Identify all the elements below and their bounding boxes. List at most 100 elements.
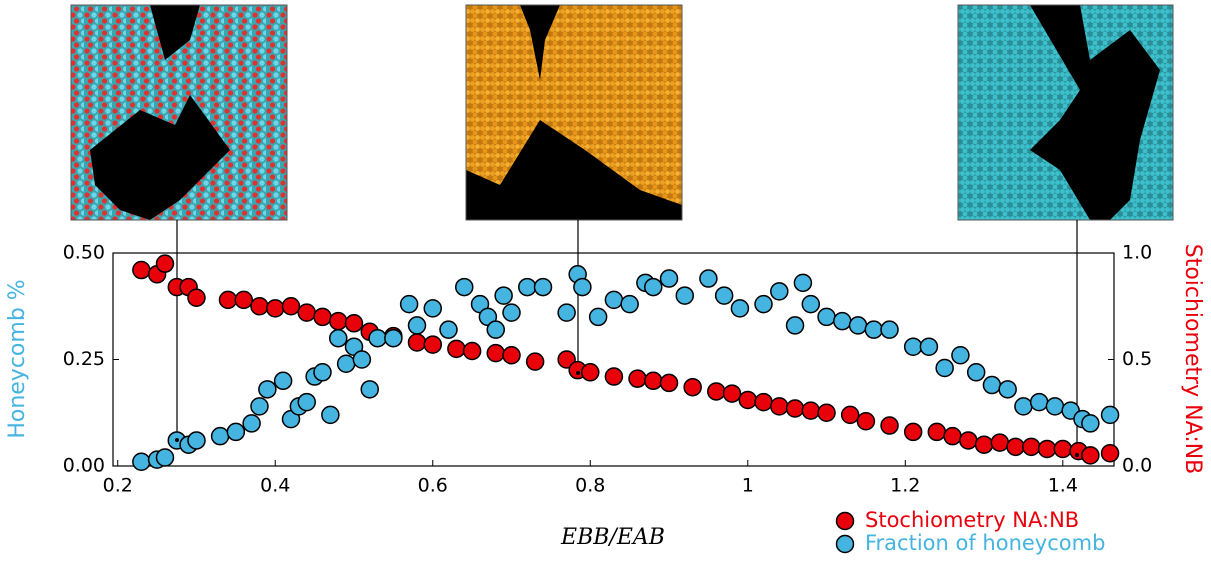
- point: [234, 290, 253, 310]
- point: [840, 405, 860, 425]
- point: [998, 380, 1017, 399]
- point: [959, 431, 978, 450]
- point: [336, 354, 356, 374]
- inset-frame: [70, 4, 288, 221]
- point: [990, 433, 1010, 452]
- point: [250, 297, 269, 316]
- point: [533, 277, 553, 297]
- y-tick-label: 0.50: [63, 242, 105, 264]
- inset-void: [90, 95, 230, 220]
- y-tick-label: 0.00: [63, 455, 105, 477]
- point: [344, 314, 364, 333]
- point: [486, 343, 506, 363]
- point: [423, 335, 443, 354]
- point: [313, 363, 332, 382]
- legend-marker: [835, 511, 855, 531]
- point: [754, 392, 773, 412]
- point: [399, 294, 419, 314]
- point: [848, 316, 868, 335]
- point: [817, 307, 836, 327]
- point: [919, 337, 939, 356]
- point: [297, 303, 316, 322]
- connector-dot: [576, 371, 580, 375]
- point: [738, 390, 758, 410]
- point: [659, 269, 679, 288]
- connector-dot: [1075, 453, 1079, 457]
- point: [659, 373, 679, 393]
- point: [754, 294, 773, 314]
- inset-frame: [465, 4, 683, 221]
- point: [557, 350, 576, 369]
- point: [462, 341, 482, 361]
- point: [951, 345, 970, 365]
- legend-label: Fraction of honeycomb: [865, 531, 1105, 555]
- y2-tick-label: 1.0: [1122, 242, 1152, 264]
- point: [242, 414, 261, 433]
- point: [864, 320, 884, 339]
- x-tick-label: 0.6: [418, 475, 448, 497]
- point: [423, 299, 443, 318]
- point: [793, 273, 813, 293]
- point: [880, 416, 899, 435]
- point: [856, 412, 876, 431]
- point: [699, 269, 718, 288]
- point: [439, 320, 458, 339]
- point: [321, 405, 340, 425]
- point: [785, 399, 805, 418]
- y2-tick-label: 0.0: [1122, 455, 1152, 477]
- point: [801, 294, 821, 314]
- point: [218, 290, 238, 310]
- point: [407, 316, 427, 335]
- x-tick-label: 1.4: [1048, 475, 1078, 497]
- inset-void: [1030, 5, 1160, 220]
- point: [226, 422, 246, 442]
- point: [581, 363, 600, 382]
- point: [328, 328, 348, 348]
- x-tick-label: 0.8: [575, 475, 605, 497]
- point: [801, 401, 821, 420]
- point: [982, 375, 1002, 395]
- point: [273, 371, 293, 391]
- point: [1100, 405, 1120, 425]
- point: [297, 392, 316, 412]
- point: [1037, 439, 1057, 459]
- point: [187, 288, 206, 307]
- inset-void: [466, 120, 682, 220]
- point: [707, 382, 726, 401]
- point: [265, 299, 285, 318]
- inset-frame: [957, 4, 1174, 221]
- point: [675, 286, 695, 305]
- point: [384, 328, 403, 348]
- point: [573, 277, 592, 297]
- point: [1014, 397, 1033, 416]
- connector-dot: [175, 438, 179, 442]
- point: [817, 403, 836, 422]
- x-axis-label: EBB/EAB: [560, 525, 665, 550]
- point: [644, 371, 663, 391]
- y-tick-label: 0.25: [63, 348, 105, 370]
- point: [132, 452, 151, 471]
- point: [903, 422, 923, 442]
- point: [447, 339, 466, 359]
- point: [644, 277, 663, 297]
- point: [833, 311, 852, 331]
- point: [770, 282, 789, 301]
- point: [722, 384, 742, 403]
- point: [604, 290, 624, 310]
- point: [1029, 392, 1049, 412]
- point: [620, 294, 639, 314]
- point: [1045, 397, 1065, 416]
- point: [628, 369, 647, 388]
- point: [770, 397, 789, 416]
- point: [328, 311, 348, 331]
- point: [407, 333, 427, 352]
- point: [360, 380, 379, 399]
- point: [730, 299, 750, 318]
- point: [935, 358, 954, 378]
- point: [714, 286, 734, 305]
- point: [588, 307, 608, 327]
- point: [502, 303, 521, 322]
- point: [281, 297, 301, 316]
- point: [880, 320, 899, 339]
